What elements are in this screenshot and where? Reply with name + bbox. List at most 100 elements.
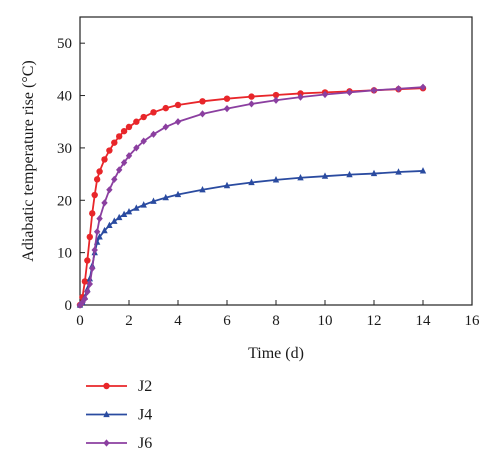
series-line-j2 [79, 87, 424, 306]
data-point-j6 [125, 152, 133, 160]
data-point-j2 [223, 95, 231, 102]
data-point-j2 [133, 118, 140, 125]
data-point-j6 [111, 175, 118, 183]
data-point-j6 [133, 144, 140, 152]
data-point-j6 [91, 246, 98, 254]
data-point-j6 [297, 93, 304, 101]
data-point-j2 [125, 123, 133, 131]
series-j6 [76, 83, 427, 309]
y-axis-label: Adiabatic temperature rise (°C) [20, 60, 37, 261]
x-tick-label: 2 [125, 313, 133, 329]
data-point-j4 [174, 190, 182, 198]
legend-marker-j2 [103, 382, 110, 390]
data-point-j6 [419, 83, 427, 91]
data-point-j4 [346, 170, 353, 178]
data-point-j4 [116, 213, 123, 221]
data-point-j6 [370, 86, 378, 94]
data-point-j4 [272, 176, 280, 183]
data-point-j6 [89, 264, 96, 272]
data-point-j2 [101, 156, 108, 163]
legend-label-j6: J6 [138, 435, 152, 452]
y-tick-label: 20 [57, 193, 72, 209]
legend: J2 J4 J6 [86, 378, 152, 452]
data-point-j6 [79, 298, 86, 306]
data-point-j6 [223, 105, 231, 113]
data-point-j6 [86, 280, 93, 288]
data-point-j2 [248, 93, 255, 100]
data-point-j6 [346, 88, 353, 97]
legend-marker-j6 [103, 439, 110, 447]
series-line-j6 [79, 86, 424, 306]
data-point-j6 [120, 158, 128, 167]
y-tick-label: 40 [57, 89, 72, 105]
data-point-j4 [106, 221, 113, 229]
data-point-j2 [272, 91, 280, 99]
data-point-j2 [81, 278, 89, 285]
legend-marker-j4 [103, 410, 110, 418]
x-tick-label: 8 [272, 313, 280, 329]
data-point-j6 [162, 123, 169, 131]
series-j4 [76, 167, 427, 308]
series-lines [76, 83, 427, 309]
x-tick-label: 16 [465, 313, 481, 329]
data-point-j4 [125, 207, 133, 215]
data-point-j4 [395, 168, 402, 175]
data-point-j6 [199, 110, 206, 118]
legend-item-j4: J4 [86, 407, 152, 424]
data-point-j6 [174, 118, 182, 126]
data-point-j4 [297, 173, 304, 181]
data-point-j4 [111, 217, 118, 224]
data-point-j4 [248, 178, 255, 186]
plot-border [79, 16, 473, 306]
data-point-j6 [93, 228, 101, 236]
data-point-j2 [174, 101, 182, 109]
data-point-j6 [116, 166, 123, 174]
y-tick-label: 0 [65, 298, 73, 314]
data-point-j4 [199, 186, 206, 193]
series-line-j4 [79, 170, 424, 306]
x-tick-label: 6 [223, 313, 231, 329]
data-point-j4 [101, 226, 108, 234]
data-point-j2 [91, 191, 98, 199]
data-point-j2 [84, 257, 91, 264]
data-point-j4 [162, 193, 169, 201]
data-point-j6 [395, 85, 402, 93]
y-tick-label: 10 [57, 246, 72, 262]
legend-label-j2: J2 [138, 378, 152, 395]
data-point-j6 [140, 137, 147, 145]
data-point-j2 [199, 98, 206, 105]
data-point-j6 [321, 90, 329, 99]
x-tick-label: 10 [318, 313, 333, 329]
data-point-j6 [150, 130, 157, 138]
data-point-j2 [86, 233, 94, 241]
data-point-j4 [321, 172, 329, 179]
plot-frame [79, 16, 473, 306]
data-point-j6 [272, 96, 280, 104]
data-point-j4 [120, 210, 128, 218]
data-point-j2 [116, 133, 123, 140]
x-tick-label: 4 [174, 313, 182, 329]
data-point-j6 [84, 288, 91, 296]
data-point-j6 [106, 186, 113, 194]
data-point-j6 [81, 295, 89, 303]
data-point-j4 [96, 233, 103, 240]
data-point-j2 [162, 104, 169, 112]
x-tick-label: 0 [76, 313, 84, 329]
data-point-j6 [101, 199, 108, 207]
y-tick-label: 50 [57, 36, 72, 52]
data-point-j2 [89, 210, 96, 217]
data-point-j2 [96, 168, 103, 175]
data-point-j2 [111, 139, 118, 146]
data-point-j2 [297, 90, 304, 97]
legend-label-j4: J4 [138, 407, 152, 424]
data-point-j4 [150, 197, 157, 204]
x-tick-label: 14 [416, 313, 432, 329]
data-point-j2 [120, 127, 128, 135]
legend-item-j6: J6 [86, 435, 152, 452]
x-axis-label: Time (d) [248, 345, 304, 362]
y-tick-label: 30 [57, 141, 72, 157]
data-point-j2 [150, 109, 157, 116]
data-point-j2 [106, 147, 113, 154]
data-point-j4 [133, 204, 140, 211]
data-point-j6 [248, 100, 255, 108]
